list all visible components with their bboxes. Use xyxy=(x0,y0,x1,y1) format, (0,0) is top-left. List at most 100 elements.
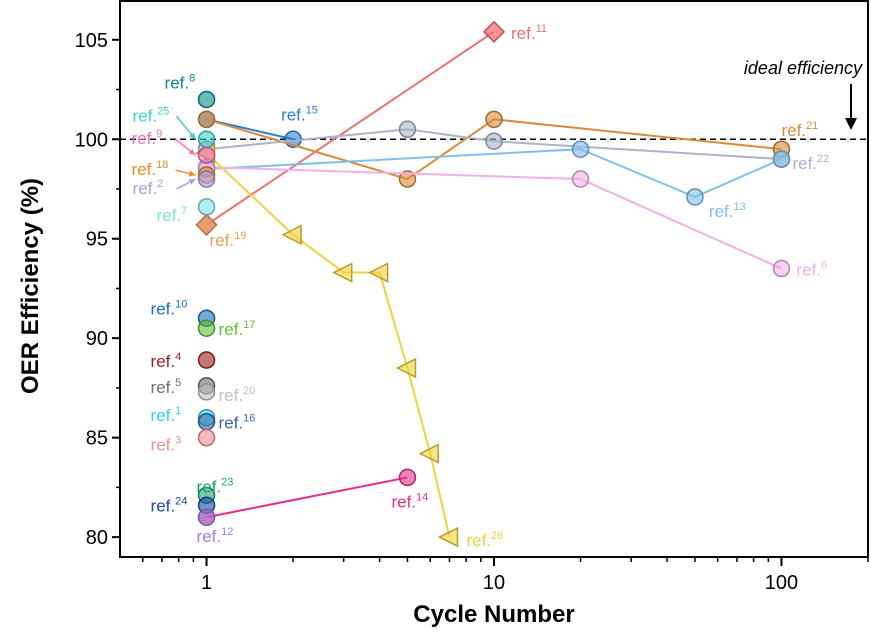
point-ref-13-2 xyxy=(686,188,704,206)
y-tick-label-100: 100 xyxy=(75,129,108,151)
label-ref-25: ref.25 xyxy=(133,105,170,125)
series-ref-20 xyxy=(197,383,216,401)
label-ref-10: ref.10 xyxy=(151,298,188,318)
label-ref-5: ref.5 xyxy=(151,377,182,397)
y-tick-label-80: 80 xyxy=(86,527,108,549)
series-line-ref-22 xyxy=(206,128,782,161)
series-ref-16 xyxy=(197,412,216,431)
series-ref-19 xyxy=(195,213,218,236)
point-ref-26-6 xyxy=(437,526,459,548)
label-arrowhead-ref-2 xyxy=(188,179,196,185)
point-ref-2-0 xyxy=(197,170,216,188)
label-arrowhead-ref-9 xyxy=(188,148,196,156)
point-ref-26-3 xyxy=(367,262,389,283)
label-ref-19: ref.19 xyxy=(210,230,247,250)
series-ref-7 xyxy=(197,198,216,216)
x-axis-title: Cycle Number xyxy=(413,601,574,628)
y-tick-label-85: 85 xyxy=(86,428,108,450)
label-ref-9: ref.9 xyxy=(132,128,163,148)
label-ref-17: ref.17 xyxy=(219,319,256,339)
label-ref-1: ref.1 xyxy=(151,405,182,425)
point-ref-20-0 xyxy=(197,383,216,401)
label-ref-26: ref.26 xyxy=(466,530,503,550)
point-ref-21-2 xyxy=(485,110,503,129)
label-ref-16: ref.16 xyxy=(219,413,256,433)
series-line-ref-11 xyxy=(205,30,495,226)
point-ref-22-1 xyxy=(398,120,417,139)
series-ref-26 xyxy=(194,142,459,548)
label-ref-2: ref.2 xyxy=(133,178,164,198)
label-ref-6: ref.6 xyxy=(796,260,827,280)
plot-border xyxy=(119,0,869,558)
y-tick-label-95: 95 xyxy=(86,229,108,251)
point-ref-26-5 xyxy=(418,443,439,464)
label-ref-15: ref.15 xyxy=(281,104,318,124)
label-ref-7: ref.7 xyxy=(157,205,188,225)
label-ref-11: ref.11 xyxy=(511,23,547,43)
label-ref-12: ref.12 xyxy=(197,526,234,546)
point-ref-9-0 xyxy=(197,146,216,164)
label-ref-3: ref.3 xyxy=(151,435,182,455)
series-ref-13 xyxy=(197,140,791,206)
ideal-arrow-head xyxy=(845,118,857,130)
series-layer xyxy=(194,20,791,548)
series-line-ref-14 xyxy=(206,476,408,519)
label-arrowhead-ref-25 xyxy=(189,132,196,140)
series-ref-8 xyxy=(197,90,216,109)
series-ref-9 xyxy=(197,146,216,164)
point-ref-21-1 xyxy=(398,170,417,188)
series-line-ref-6 xyxy=(206,166,782,270)
point-ref-13-3 xyxy=(772,150,791,168)
plot-frame xyxy=(119,0,869,558)
series-ref-3 xyxy=(197,428,216,447)
series-ref-4 xyxy=(197,351,216,369)
label-ref-21: ref.21 xyxy=(781,120,818,140)
x-tick-label-100: 100 xyxy=(765,572,798,594)
point-ref-26-2 xyxy=(332,262,353,283)
point-ref-17-0 xyxy=(197,319,216,337)
label-ref-24: ref.24 xyxy=(151,495,188,515)
point-ref-16-0 xyxy=(197,412,216,431)
point-ref-14-1 xyxy=(398,468,417,487)
point-ref-4-0 xyxy=(197,351,216,369)
y-tick-label-105: 105 xyxy=(75,30,108,52)
x-tick-label-10: 10 xyxy=(483,572,505,594)
label-ref-4: ref.4 xyxy=(151,351,182,371)
point-ref-21-0 xyxy=(197,110,216,129)
ideal-efficiency-label: ideal efficiency xyxy=(744,58,863,78)
point-ref-3-0 xyxy=(197,428,216,447)
point-ref-19-0 xyxy=(195,213,218,236)
point-ref-22-2 xyxy=(485,132,503,150)
label-ref-13: ref.13 xyxy=(709,201,746,221)
series-ref-2 xyxy=(197,170,216,188)
label-ref-20: ref.20 xyxy=(219,385,256,405)
label-ref-18: ref.18 xyxy=(132,159,169,179)
series-ref-25 xyxy=(197,130,216,148)
point-ref-11-1 xyxy=(482,20,506,43)
point-ref-26-1 xyxy=(281,224,302,245)
label-arrowhead-ref-18 xyxy=(188,170,196,177)
label-ref-8: ref.8 xyxy=(165,72,196,92)
y-axis-title: OER Efficiency (%) xyxy=(17,178,44,394)
point-ref-13-1 xyxy=(571,140,590,158)
point-ref-6-2 xyxy=(772,259,791,278)
series-ref-6 xyxy=(197,158,791,278)
label-ref-14: ref.14 xyxy=(391,491,428,511)
series-line-ref-21 xyxy=(206,118,782,181)
point-ref-8-0 xyxy=(197,90,216,109)
y-tick-label-90: 90 xyxy=(86,328,108,350)
point-ref-25-0 xyxy=(197,130,216,148)
label-layer: ref.11 ref.19 ref.15 ref.21 ref.22 ref.13 ref.… xyxy=(132,23,830,550)
label-ref-22: ref.22 xyxy=(792,153,829,173)
point-ref-26-4 xyxy=(395,357,417,379)
point-ref-6-1 xyxy=(571,170,590,188)
point-ref-12-0 xyxy=(197,508,216,526)
x-tick-label-1: 1 xyxy=(201,572,212,594)
series-line-ref-13 xyxy=(206,148,782,199)
label-ref-23: ref.23 xyxy=(197,476,234,496)
series-ref-12 xyxy=(197,508,216,526)
point-ref-7-0 xyxy=(197,198,216,216)
series-ref-17 xyxy=(197,319,216,337)
